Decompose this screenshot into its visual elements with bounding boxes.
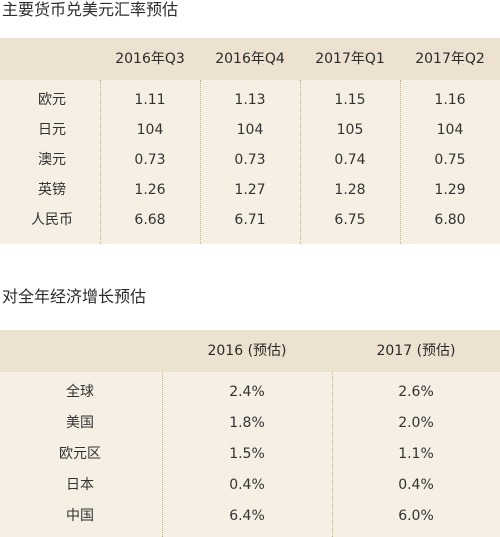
fx-col-header: 2017年Q2 [415,51,485,67]
growth-col-header: 2016 (预估) [207,343,287,359]
table-cell: 0.4% [229,477,265,493]
growth-col-header: 2017 (预估) [376,343,456,359]
table-cell: 1.29 [434,182,466,198]
column-divider [200,80,201,244]
fx-table-header: 2016年Q3 2016年Q4 2017年Q1 2017年Q2 [0,38,500,80]
growth-table-title: 对全年经济增长预估 [2,287,147,306]
column-divider [300,80,301,244]
table-row: 日本 0.4% 0.4% [0,470,500,501]
table-row: 欧元 1.11 1.13 1.15 1.16 [0,85,500,115]
table-row: 英镑 1.26 1.27 1.28 1.29 [0,175,500,205]
table-cell: 0.73 [234,152,266,168]
row-label: 人民币 [31,212,73,228]
table-row: 日元 104 104 105 104 [0,115,500,145]
table-cell: 1.16 [434,92,466,108]
growth-table-header: 2016 (预估) 2017 (预估) [0,330,500,372]
table-cell: 104 [136,122,164,138]
fx-col-header: 2016年Q4 [215,51,285,67]
fx-col-header: 2016年Q3 [115,51,185,67]
growth-table: 2016 (预估) 2017 (预估) 全球 2.4% 2.6% 美国 1.8%… [0,330,500,537]
row-label: 美国 [66,415,94,431]
table-cell: 2.0% [398,415,434,431]
row-label: 日元 [38,122,66,138]
table-cell: 0.73 [134,152,166,168]
table-cell: 2.4% [229,384,265,400]
table-cell: 6.71 [234,212,266,228]
table-cell: 1.26 [134,182,166,198]
table-cell: 104 [436,122,464,138]
table-row: 美国 1.8% 2.0% [0,408,500,439]
table-cell: 0.4% [398,477,434,493]
row-label: 中国 [66,508,94,524]
table-row: 中国 6.4% 6.0% [0,501,500,532]
row-label: 澳元 [38,152,66,168]
table-cell: 1.11 [134,92,166,108]
column-divider [100,80,101,244]
table-cell: 2.6% [398,384,434,400]
table-cell: 1.27 [234,182,266,198]
table-row: 人民币 6.68 6.71 6.75 6.80 [0,205,500,235]
table-row: 澳元 0.73 0.73 0.74 0.75 [0,145,500,175]
row-label: 英镑 [38,182,66,198]
fx-rate-table: 2016年Q3 2016年Q4 2017年Q1 2017年Q2 欧元 1.11 … [0,38,500,244]
table-cell: 6.75 [334,212,366,228]
column-divider [162,372,163,537]
table-cell: 105 [336,122,364,138]
row-label: 欧元区 [59,446,101,462]
table-cell: 1.13 [234,92,266,108]
table-cell: 1.1% [398,446,434,462]
column-divider [400,80,401,244]
table-cell: 104 [236,122,264,138]
fx-table-title: 主要货币兑美元汇率预估 [2,0,179,19]
table-cell: 6.68 [134,212,166,228]
table-cell: 0.74 [334,152,366,168]
table-cell: 6.4% [229,508,265,524]
table-cell: 1.28 [334,182,366,198]
table-cell: 1.15 [334,92,366,108]
table-cell: 1.8% [229,415,265,431]
table-cell: 6.80 [434,212,466,228]
fx-col-header: 2017年Q1 [315,51,385,67]
table-cell: 1.5% [229,446,265,462]
row-label: 欧元 [38,92,66,108]
row-label: 全球 [66,384,94,400]
table-row: 全球 2.4% 2.6% [0,377,500,408]
column-divider [332,372,333,537]
row-label: 日本 [66,477,94,493]
table-cell: 6.0% [398,508,434,524]
table-row: 欧元区 1.5% 1.1% [0,439,500,470]
table-cell: 0.75 [434,152,466,168]
